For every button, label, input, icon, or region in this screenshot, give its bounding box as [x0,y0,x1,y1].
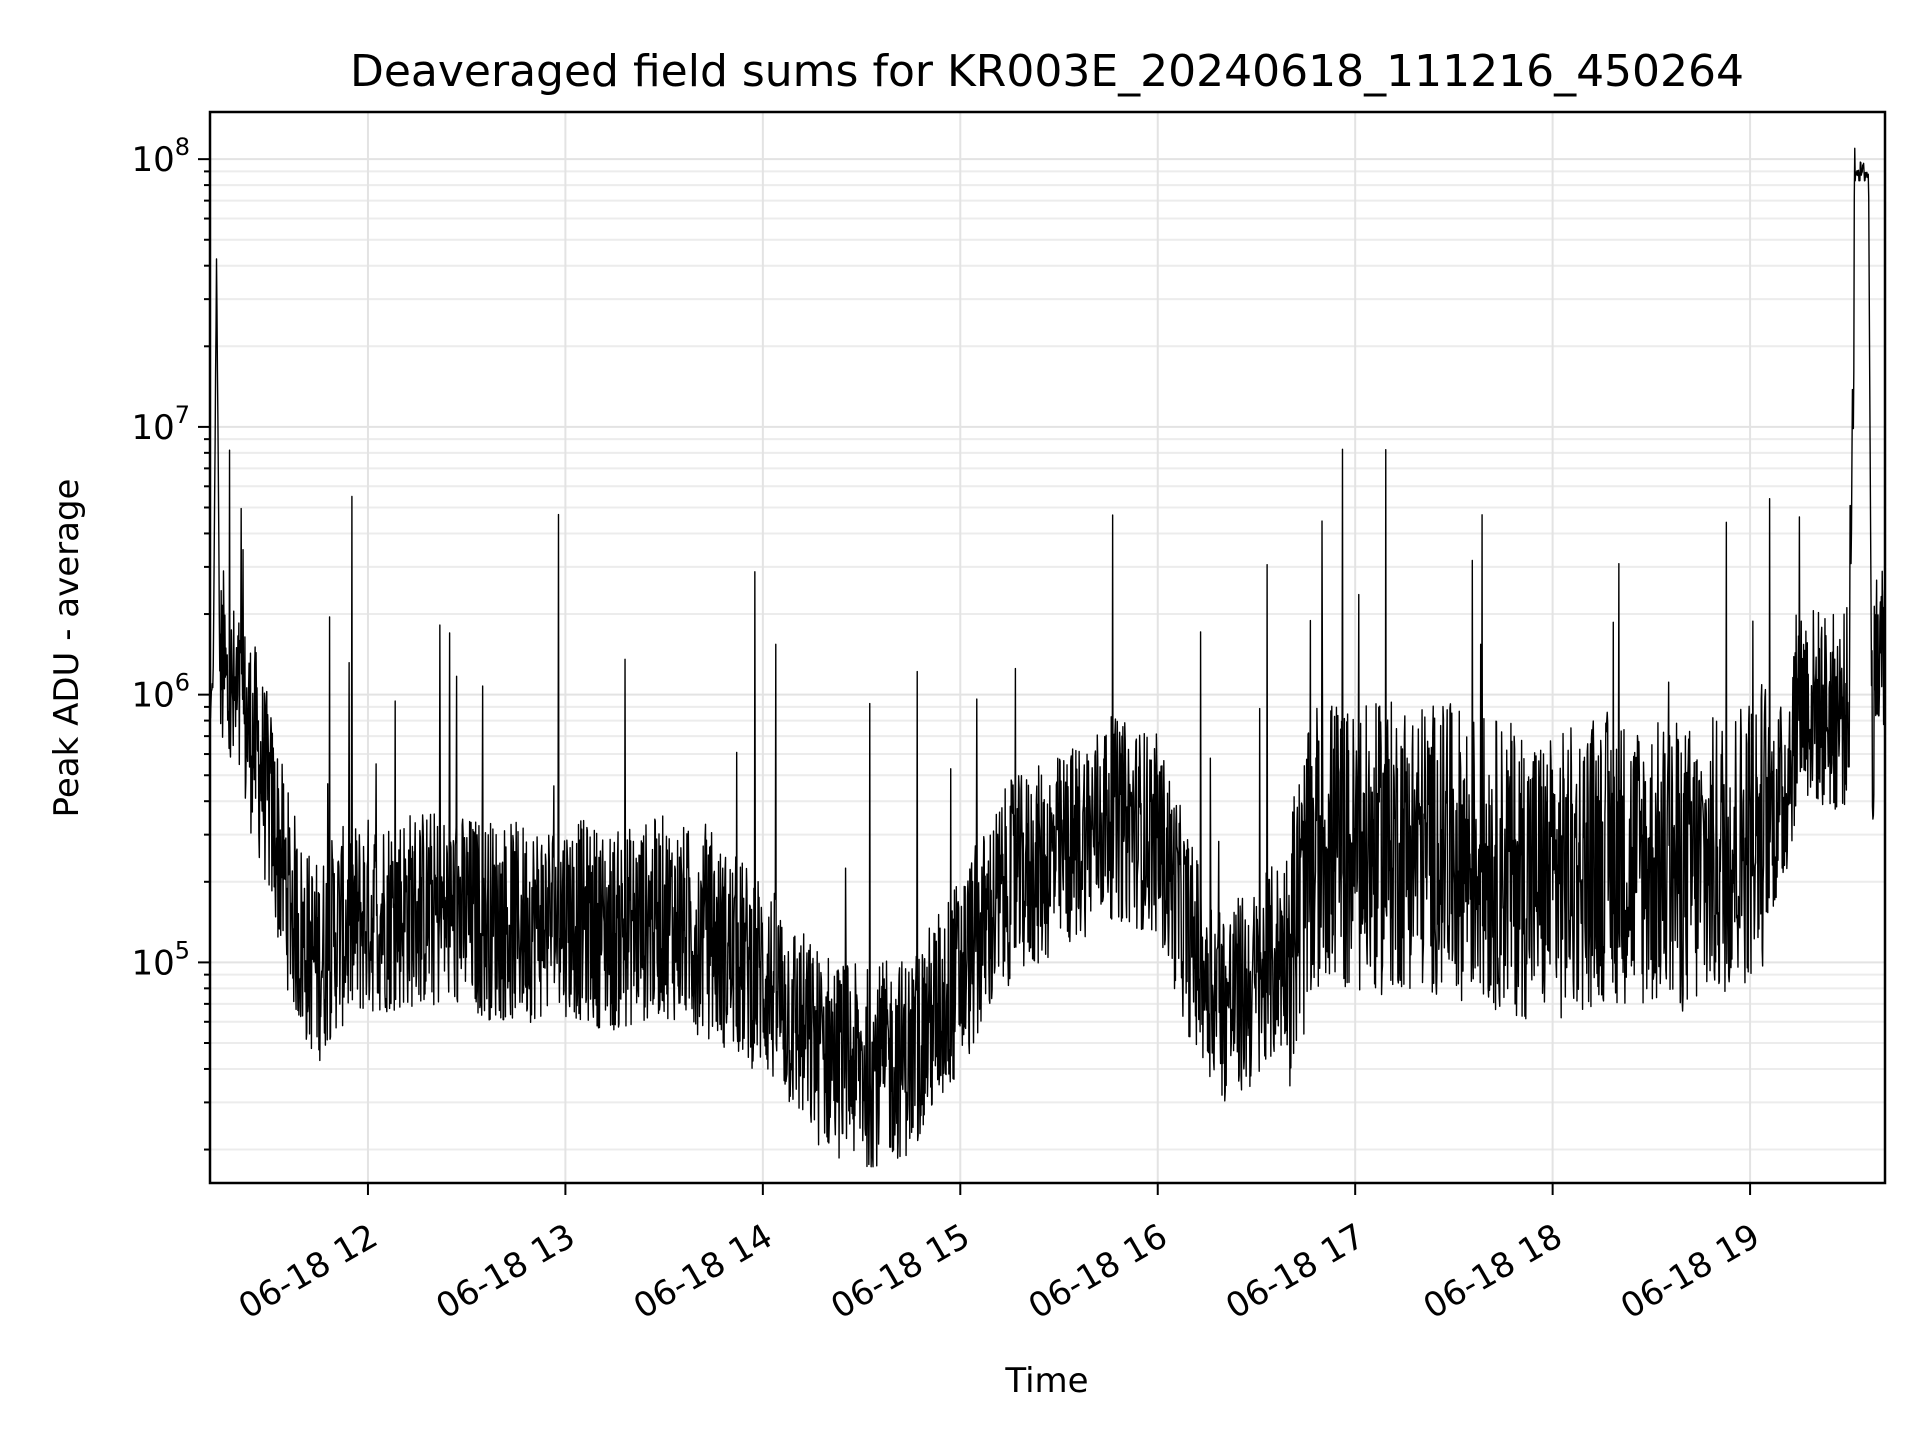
x-tick-label: 06-18 13 [430,1216,582,1327]
y-tick-label: 108 [131,133,190,180]
x-axis-label: Time [1004,1361,1088,1401]
tick-layer: 105 106 107 108 06-18 12 06-18 13 06-18 14 06-1… [131,133,1766,1327]
series-layer [209,147,1886,1168]
y-tick-label: 107 [131,401,190,448]
x-tick-label: 06-18 12 [232,1216,384,1327]
y-axis-label: Peak ADU - average [47,479,87,818]
x-tick-label: 06-18 18 [1417,1216,1569,1327]
chart-title: Deaveraged field sums for KR003E_2024061… [350,46,1744,97]
x-tick-label: 06-18 17 [1219,1216,1371,1327]
y-tick-label: 106 [131,669,190,716]
x-tick-label: 06-18 15 [824,1216,976,1327]
x-tick-label: 06-18 14 [627,1216,779,1327]
grid-layer [210,112,1885,1183]
x-tick-label: 06-18 19 [1614,1216,1766,1327]
plot-frame [208,110,1887,1185]
y-tick-label: 105 [131,936,190,983]
series-line [209,147,1886,1168]
x-tick-label: 06-18 16 [1022,1216,1174,1327]
